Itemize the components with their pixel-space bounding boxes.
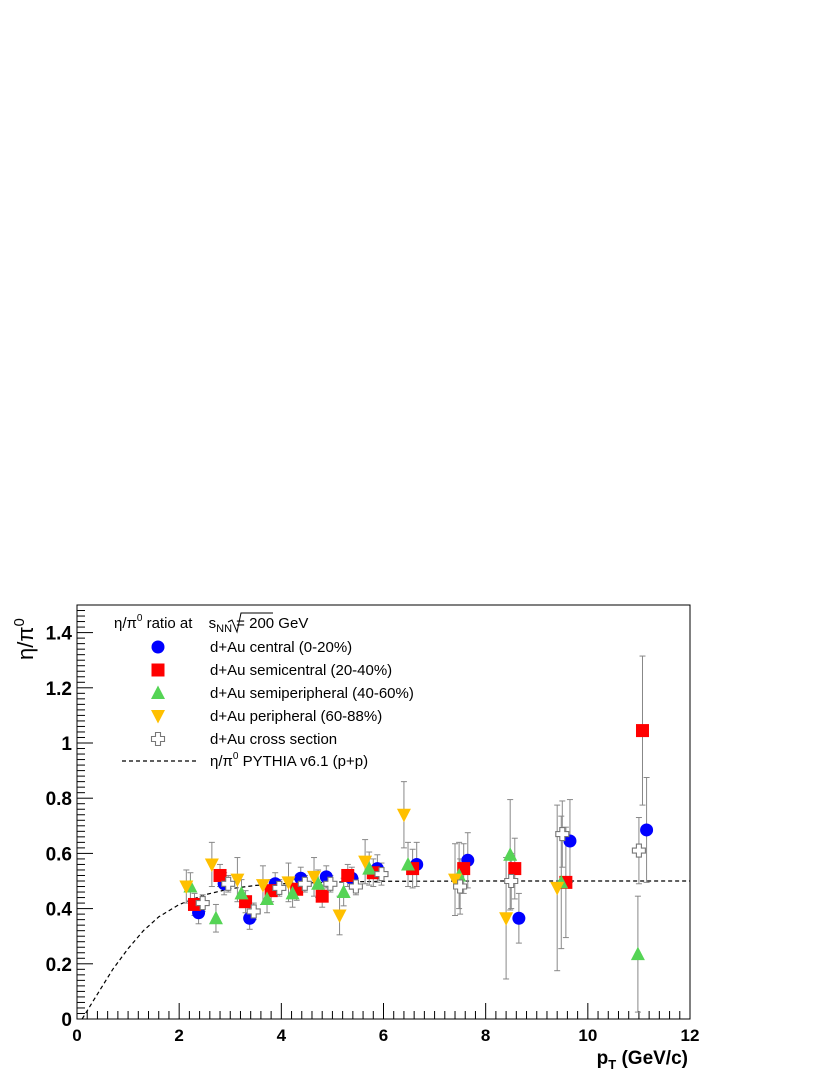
y-tick-label: 0.2 <box>46 955 72 976</box>
plot-frame <box>76 604 691 1020</box>
x-axis-label-sub: T <box>608 1057 616 1072</box>
y-tick-label: 0.8 <box>46 789 72 810</box>
legend-header-sqrt-s: s <box>209 615 217 632</box>
data-point-triangle-down <box>358 855 373 870</box>
legend-pythia-sup: 0 <box>233 751 239 762</box>
legend-label: d+Au semiperipheral (40-60%) <box>210 685 414 702</box>
x-tick-label: 2 <box>174 1026 183 1045</box>
data-point-triangle-down <box>448 873 463 888</box>
data-point-circle <box>512 911 526 925</box>
data-point-triangle-down <box>307 870 322 885</box>
y-tick-label: 1 <box>61 734 72 755</box>
data-point-open-cross <box>631 843 646 858</box>
data-point-open-cross <box>323 876 338 891</box>
data-point-triangle-down <box>179 880 194 895</box>
data-point-triangle-down <box>499 912 514 926</box>
y-tick-labels: 0 0.2 0.4 0.6 0.8 1 1.2 1.4 <box>46 624 73 1031</box>
data-point-triangle-up <box>234 885 249 900</box>
data-point-triangle-up <box>311 876 326 890</box>
y-tick-label: 1.4 <box>46 624 73 645</box>
x-tick-label: 8 <box>481 1026 490 1045</box>
data-point-square <box>508 862 522 876</box>
legend-header-energy: = 200 GeV <box>232 615 308 632</box>
y-tick-label: 0 <box>61 1010 72 1031</box>
legend-marker-open-cross <box>150 731 166 747</box>
legend-header-text: ratio at <box>142 615 196 632</box>
data-point-square <box>341 868 355 882</box>
data-point-open-cross <box>348 879 363 894</box>
legend-pythia-name: η/π <box>210 753 233 770</box>
data-point-triangle-down <box>396 808 411 823</box>
axis-ticks <box>76 604 691 1020</box>
y-axis-label: η/π0 <box>11 618 38 660</box>
data-point-triangle-up <box>285 885 300 900</box>
pythia-curve <box>81 880 690 1020</box>
legend: η/π0 ratio at sNN = 200 GeV d+Au central… <box>114 612 414 770</box>
legend-label: d+Au cross section <box>210 731 337 748</box>
data-point-triangle-down <box>204 858 219 872</box>
legend-header-sup: 0 <box>137 613 143 624</box>
legend-label: d+Au central (0-20%) <box>210 639 352 656</box>
legend-entries: d+Au central (0-20%) d+Au semicentral (20… <box>150 639 414 748</box>
legend-marker-triangle-up <box>151 685 165 699</box>
x-tick-label: 10 <box>578 1026 597 1045</box>
x-tick-label: 4 <box>277 1026 287 1045</box>
data-point-triangle-down <box>230 873 245 888</box>
y-tick-label: 1.2 <box>46 679 72 700</box>
data-point-triangle-up <box>362 861 377 875</box>
data-point-open-cross <box>453 879 468 894</box>
data-point-triangle-down <box>281 876 296 890</box>
data-point-open-cross <box>195 896 210 911</box>
y-axis-label-main: η/π <box>13 626 38 660</box>
data-markers <box>179 724 654 961</box>
data-point-triangle-up <box>503 847 518 861</box>
x-tick-label: 12 <box>681 1026 700 1045</box>
x-axis-label-main: p <box>597 1048 609 1069</box>
data-point-triangle-down <box>550 881 565 896</box>
legend-label: d+Au peripheral (60-88%) <box>210 708 382 725</box>
data-point-open-cross <box>504 873 519 889</box>
legend-marker-circle <box>151 640 165 654</box>
x-tick-label: 0 <box>72 1026 81 1045</box>
data-point-open-cross <box>246 904 261 919</box>
pythia-curve-layer <box>81 880 690 1020</box>
y-tick-label: 0.4 <box>46 900 73 921</box>
data-point-open-cross <box>374 867 389 882</box>
x-axis-label-unit: (GeV/c) <box>616 1048 688 1069</box>
data-point-circle <box>640 823 654 837</box>
data-point-triangle-up <box>208 910 223 925</box>
data-point-square <box>315 889 329 903</box>
legend-marker-square <box>151 663 165 677</box>
legend-label: d+Au semicentral (20-40%) <box>210 662 392 679</box>
legend-pythia-rest: PYTHIA v6.1 (p+p) <box>238 753 368 770</box>
data-point-square <box>635 724 649 738</box>
x-tick-label: 6 <box>379 1026 388 1045</box>
data-point-triangle-up <box>630 946 645 961</box>
y-axis-label-sup: 0 <box>11 618 28 626</box>
data-point-triangle-up <box>336 884 351 899</box>
y-tick-label: 0.6 <box>46 844 72 865</box>
legend-marker-triangle-down <box>151 710 165 724</box>
legend-header-ratio: η/π <box>114 615 137 632</box>
legend-header-sqrt-sub: NN <box>216 623 232 635</box>
data-point-triangle-up <box>401 856 416 871</box>
x-axis-label: pT (GeV/c) <box>597 1048 688 1072</box>
data-point-open-cross <box>221 876 236 891</box>
legend-pythia-label: η/π0 PYTHIA v6.1 (p+p) <box>210 751 368 770</box>
data-point-open-cross <box>297 876 312 891</box>
data-point-circle <box>563 834 577 848</box>
data-point-triangle-down <box>255 879 270 893</box>
data-point-open-cross <box>555 827 570 842</box>
data-point-triangle-down <box>332 909 347 923</box>
legend-header: η/π0 ratio at sNN = 200 GeV <box>114 613 308 635</box>
sqrt-sign <box>227 612 273 634</box>
data-point-square <box>213 868 227 882</box>
data-point-open-cross <box>272 880 287 895</box>
data-point-triangle-up <box>260 891 275 905</box>
x-tick-labels: 0 2 4 6 8 10 12 <box>72 1026 699 1045</box>
